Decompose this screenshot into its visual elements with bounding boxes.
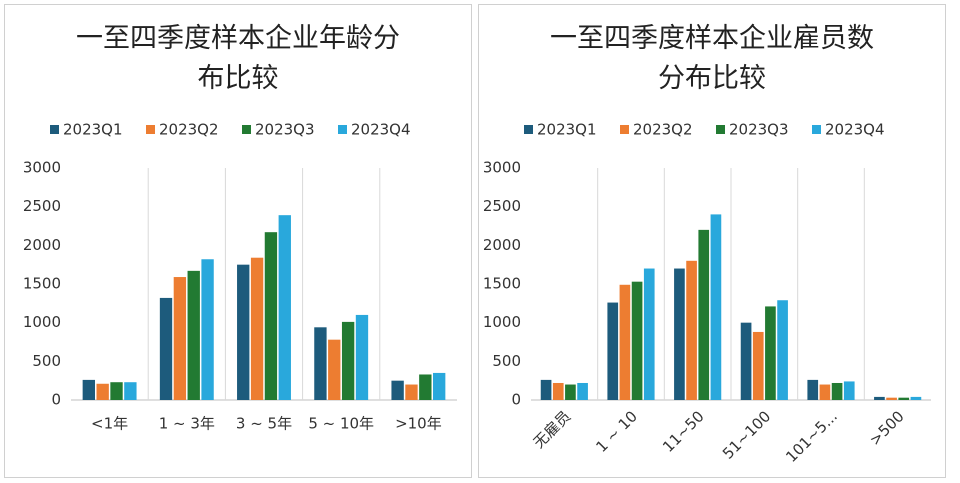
y-tick-label: 3000 xyxy=(483,159,521,177)
legend-swatch xyxy=(524,125,533,134)
y-tick-label: 2500 xyxy=(23,197,61,215)
bar xyxy=(82,379,95,400)
legend-swatch xyxy=(50,125,59,134)
bar xyxy=(831,382,843,400)
bar xyxy=(250,257,264,400)
bar xyxy=(874,396,885,400)
bar xyxy=(391,380,404,400)
legend-label: 2023Q3 xyxy=(255,121,315,139)
bar xyxy=(159,297,173,400)
chart: 0 500 1000 1500 2000 2500 3000 2023Q1 2023Q2 2023… xyxy=(23,121,457,433)
x-tick-label: 101~5... xyxy=(782,407,841,466)
legend-label: 2023Q3 xyxy=(729,121,789,139)
bar xyxy=(124,382,137,400)
legend-label: 2023Q4 xyxy=(825,121,885,139)
bar xyxy=(341,321,355,400)
legend-swatch xyxy=(620,125,629,134)
legend-label: 2023Q4 xyxy=(351,121,411,139)
legend-swatch xyxy=(338,125,347,134)
bar xyxy=(898,397,910,400)
bar xyxy=(405,384,418,400)
y-tick-label: 1500 xyxy=(483,275,521,293)
bar xyxy=(607,302,619,400)
bar xyxy=(433,372,446,400)
bar xyxy=(565,384,576,400)
y-tick-label: 500 xyxy=(492,352,521,370)
bar xyxy=(187,270,200,400)
x-tick-label: >500 xyxy=(866,407,908,449)
bar xyxy=(619,284,631,400)
chart-panel: 0 500 1000 1500 2000 2500 3000 2023Q1 2023Q2 2023… xyxy=(4,4,472,478)
x-tick-label: 1 ~ 10 xyxy=(592,407,641,456)
bar xyxy=(886,397,897,400)
bar xyxy=(843,381,855,400)
bar xyxy=(278,215,291,400)
legend-swatch xyxy=(716,125,725,134)
bar xyxy=(328,339,341,400)
chart-title: 一至四季度样本企业雇员数分布比较 xyxy=(550,23,874,94)
bar xyxy=(631,281,643,400)
x-tick-label: 无雇员 xyxy=(530,407,575,452)
bar xyxy=(110,382,123,400)
y-tick-label: 2000 xyxy=(483,236,521,254)
legend-label: 2023Q1 xyxy=(537,121,597,139)
bar xyxy=(540,379,552,400)
bar xyxy=(674,268,685,400)
bar xyxy=(819,384,831,400)
bar xyxy=(752,331,764,400)
bar xyxy=(777,300,788,400)
y-tick-label: 0 xyxy=(51,391,61,409)
legend-swatch xyxy=(812,125,821,134)
legend-label: 2023Q1 xyxy=(63,121,123,139)
y-tick-label: 1000 xyxy=(23,313,61,331)
x-tick-label: 1 ~ 3年 xyxy=(159,415,215,433)
y-tick-label: 500 xyxy=(32,352,61,370)
bar xyxy=(686,260,697,400)
bar xyxy=(173,277,187,400)
bar xyxy=(698,229,710,400)
x-tick-label: 51~100 xyxy=(719,407,774,462)
bar xyxy=(355,314,369,400)
legend-label: 2023Q2 xyxy=(633,121,693,139)
y-tick-label: 2500 xyxy=(483,197,521,215)
bar xyxy=(765,306,776,400)
x-tick-label: 5 ~ 10年 xyxy=(308,415,374,433)
bar xyxy=(710,214,722,400)
legend-swatch xyxy=(242,125,251,134)
bar xyxy=(237,264,250,400)
bar xyxy=(643,268,655,400)
y-tick-label: 3000 xyxy=(23,159,61,177)
bar xyxy=(740,322,752,400)
chart-panel: 0 500 1000 1500 2000 2500 3000 2023Q1 2023Q2 2023… xyxy=(478,4,946,478)
y-tick-label: 2000 xyxy=(23,236,61,254)
y-tick-label: 1500 xyxy=(23,275,61,293)
chart-title: 一至四季度样本企业年龄分布比较 xyxy=(76,23,400,94)
chart: 0 500 1000 1500 2000 2500 3000 2023Q1 2023Q2 2023… xyxy=(483,121,931,466)
bar xyxy=(314,327,327,400)
bar xyxy=(910,396,922,400)
bar xyxy=(201,259,214,400)
x-tick-label: <1年 xyxy=(91,415,128,433)
bar xyxy=(577,382,588,400)
bar xyxy=(96,383,109,400)
bar xyxy=(419,374,432,400)
legend-label: 2023Q2 xyxy=(159,121,219,139)
y-tick-label: 0 xyxy=(511,391,521,409)
bar xyxy=(264,232,278,400)
y-tick-label: 1000 xyxy=(483,313,521,331)
legend-swatch xyxy=(146,125,155,134)
x-tick-label: >10年 xyxy=(395,415,442,433)
bar xyxy=(807,379,819,400)
x-tick-label: 3 ~ 5年 xyxy=(236,415,292,433)
bar xyxy=(552,382,564,400)
x-tick-label: 11~50 xyxy=(659,407,708,456)
